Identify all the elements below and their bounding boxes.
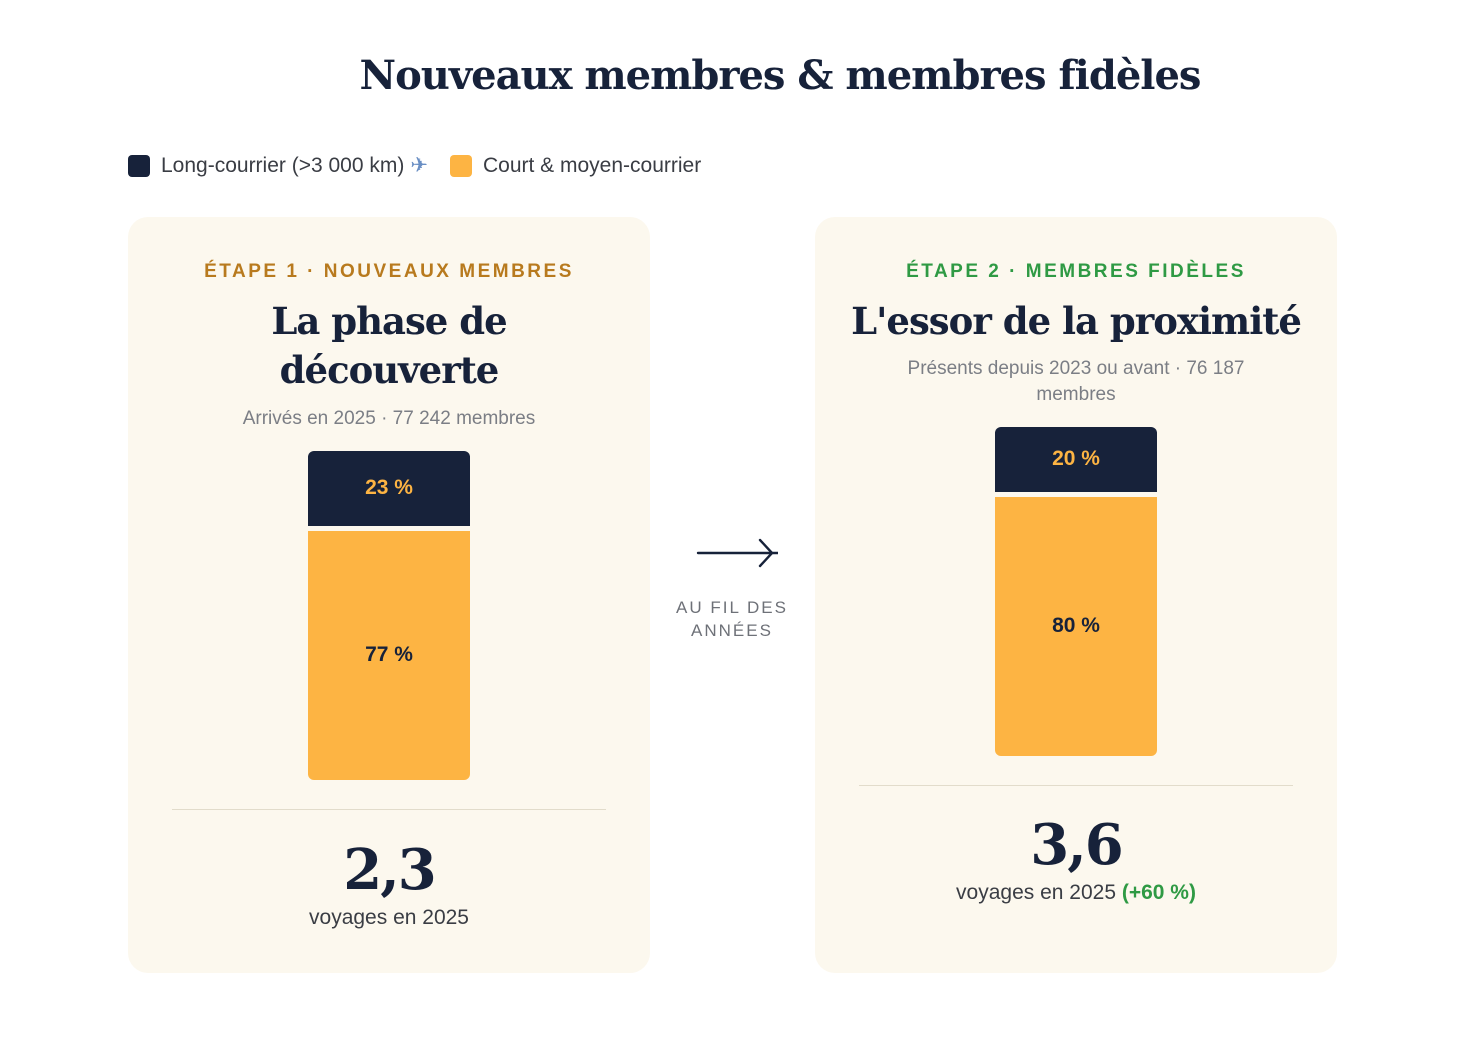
stage-2-label-long-haul: 20 % <box>1052 447 1100 471</box>
stage-1-eyebrow: ÉTAPE 1 · NOUVEAUX MEMBRES <box>204 261 574 282</box>
stage-2-label-short-haul: 80 % <box>1052 614 1100 638</box>
stage-1-subtitle: Arrivés en 2025 · 77 242 membres <box>242 408 536 429</box>
arrow-right-icon <box>696 538 778 568</box>
legend-label-long-haul: Long-courrier (>3 000 km) <box>161 153 405 177</box>
stage-2-divider <box>859 785 1293 786</box>
stage-1-metric-value: 2,3 <box>343 837 436 903</box>
legend-label-short-haul: Court & moyen-courrier <box>482 153 702 177</box>
legend-item-short-haul: Court & moyen-courrier <box>449 153 702 178</box>
stage-2-stacked-bar: 20 % 80 % <box>995 427 1157 756</box>
airplane-icon: ✈ <box>410 154 428 177</box>
stage-2-eyebrow: ÉTAPE 2 · MEMBRES FIDÈLES <box>906 261 1246 282</box>
stage-1-stacked-bar: 23 % 77 % <box>308 451 470 780</box>
stage-1-card: ÉTAPE 1 · NOUVEAUX MEMBRES La phase de d… <box>128 217 650 973</box>
chart-title: Nouveaux membres & membres fidèles <box>359 52 1202 99</box>
stage-1-title: La phase de découverte <box>271 299 507 392</box>
stage-1-label-short-haul: 77 % <box>365 643 413 667</box>
legend-swatch-short-haul <box>449 154 472 177</box>
stage-2-metric-label-text: voyages en 2025 <box>956 881 1116 904</box>
transition-label: AU FIL DES ANNÉES <box>676 598 788 640</box>
stage-1-label-long-haul: 23 % <box>365 476 413 500</box>
legend: Long-courrier (>3 000 km) ✈ Court & moye… <box>128 153 723 178</box>
stage-2-subtitle: Présents depuis 2023 ou avant · 76 187 m… <box>907 358 1245 405</box>
stage-2-metric-label: voyages en 2025 (+60 %) <box>815 881 1337 905</box>
stage-2-metric-delta: (+60 %) <box>1121 881 1196 904</box>
stage-1-bar-long-haul: 23 % <box>308 451 470 526</box>
stage-1-bar-short-haul: 77 % <box>308 530 470 780</box>
stage-1-metric-label: voyages en 2025 <box>309 906 469 929</box>
legend-swatch-long-haul <box>128 154 150 177</box>
stage-2-metric-value: 3,6 <box>1030 812 1123 878</box>
stage-2-title: L'essor de la proximité <box>851 299 1302 343</box>
stage-2-bar-long-haul: 20 % <box>995 427 1157 492</box>
transition: AU FIL DES ANNÉES <box>676 536 788 642</box>
legend-item-long-haul: Long-courrier (>3 000 km) ✈ <box>128 153 428 178</box>
stage-1-divider <box>172 809 606 810</box>
stage-2-bar-short-haul: 80 % <box>995 496 1157 756</box>
stage-2-card: ÉTAPE 2 · MEMBRES FIDÈLES L'essor de la … <box>815 217 1337 973</box>
